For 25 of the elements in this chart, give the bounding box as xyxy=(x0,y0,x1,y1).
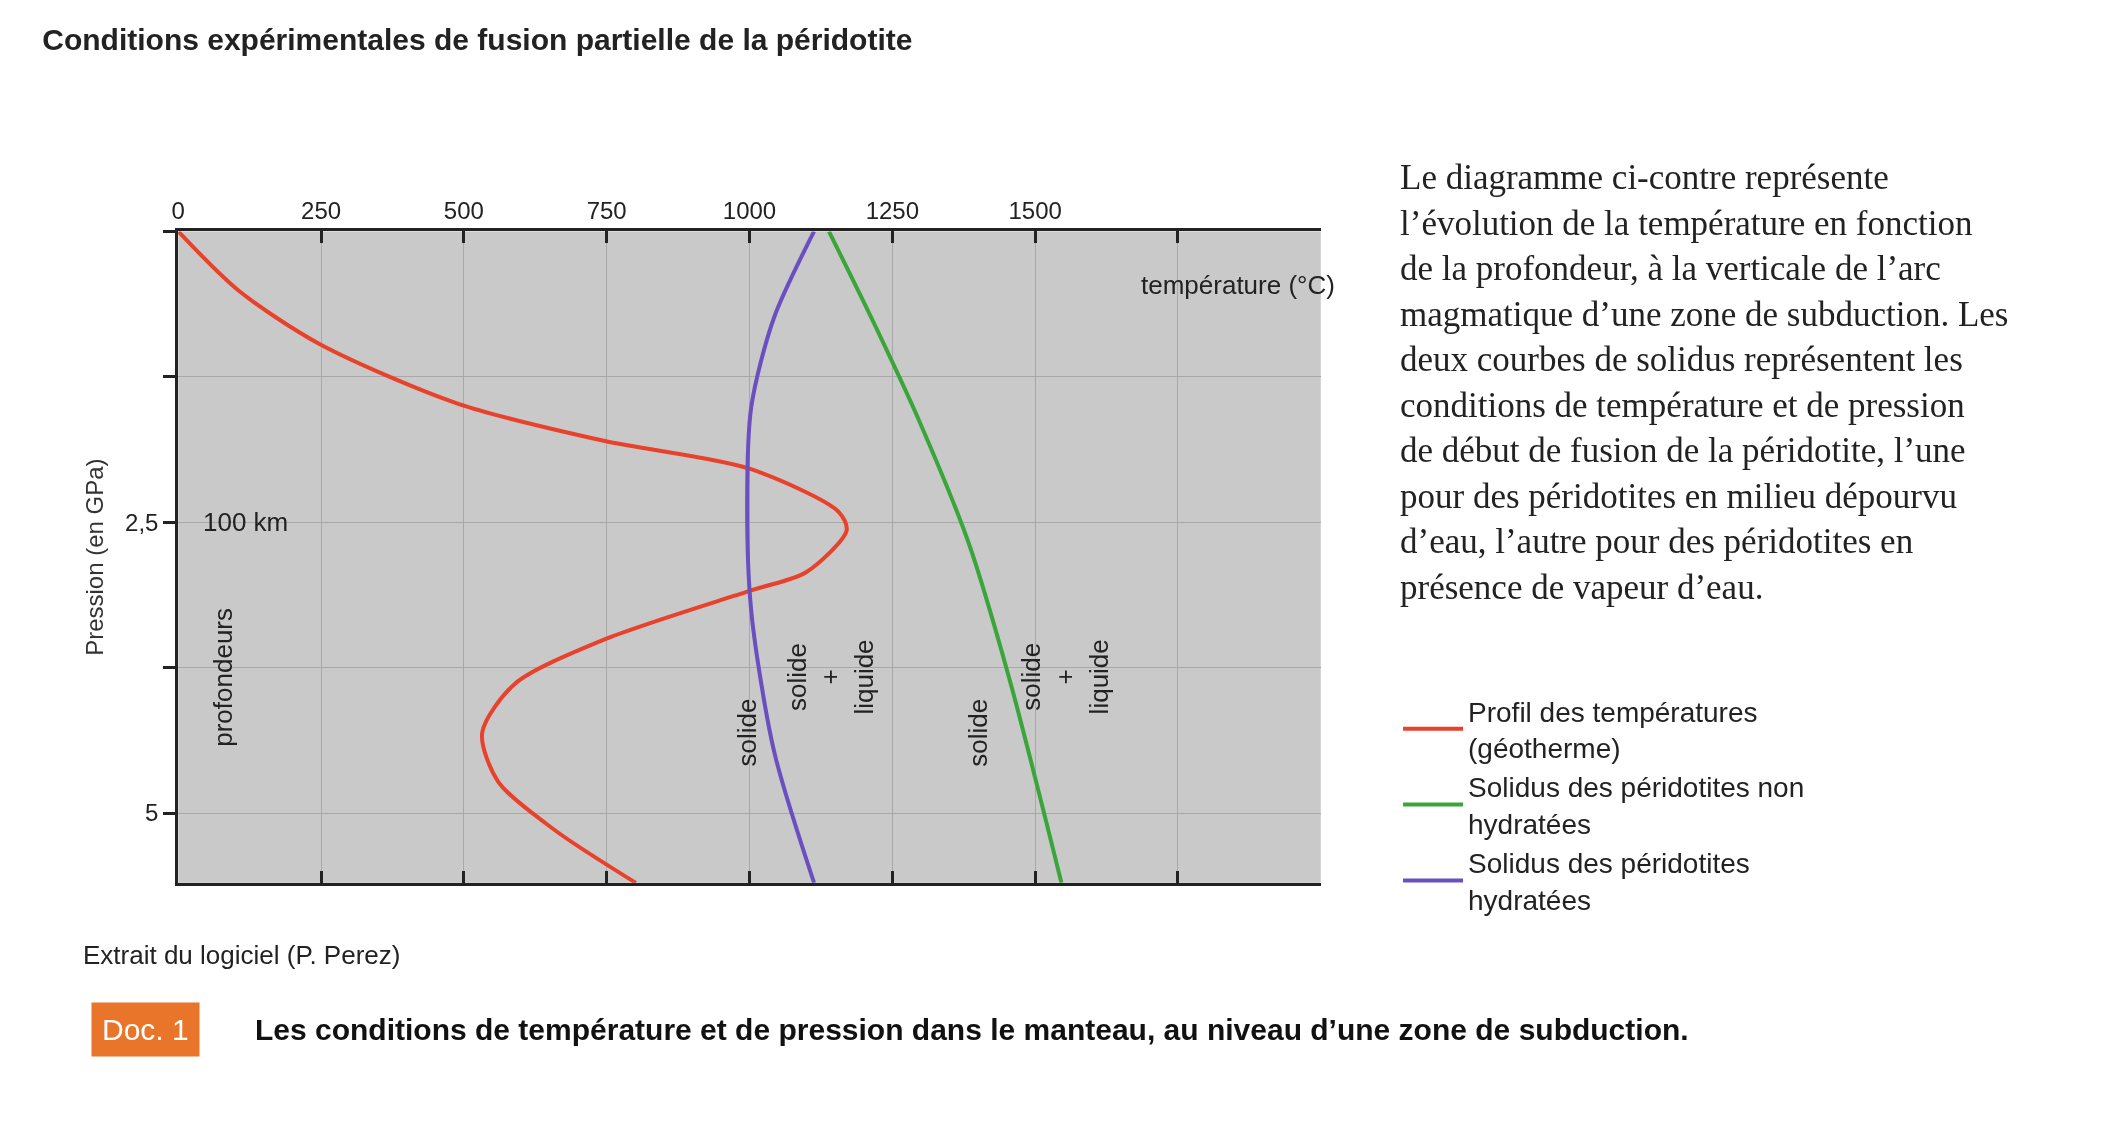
x-axis-title: température (°C) xyxy=(1141,270,1335,300)
annotation: solide xyxy=(731,698,762,767)
annotation: solide + liquide xyxy=(1016,639,1115,715)
y-tick-label: 5 xyxy=(145,799,159,827)
legend-label: Solidus des péridotites hydratées xyxy=(1468,848,1750,916)
y-axis-title: Pression (en GPa) xyxy=(81,458,109,656)
x-tick-label: 750 xyxy=(586,196,627,224)
annotation: 100 km xyxy=(203,507,289,537)
chart-title: Conditions expérimentales de fusion partielle de la péridotite xyxy=(42,22,913,56)
y-tick-label: 2,5 xyxy=(125,508,159,536)
x-tick-label: 500 xyxy=(443,196,484,224)
x-tick-label: 1500 xyxy=(1008,196,1062,224)
annotation: solide + liquide xyxy=(781,639,880,715)
text: Le diagramme ci-contre représente l’évolution de la température en fonction de la profondeur, à la verticale de l’arc magmatique d’une zone de subduction. Les deux courbes de solidus représentent les conditions de température et de pression de début de fusion de la péridotite, l’une pour des péridotites en milieu dépourvu d’eau, l’autre pour des péridotites en présence de vapeur d’eau. xyxy=(1400,158,2009,607)
x-tick-label: 0 xyxy=(171,196,185,224)
text: Extrait du logiciel (P. Perez) xyxy=(83,940,401,970)
x-tick-label: 1000 xyxy=(722,196,777,224)
text: Doc. 1 xyxy=(102,1013,189,1046)
x-tick-label: 1250 xyxy=(865,196,920,224)
annotation: profondeurs xyxy=(207,607,238,747)
legend-label: Solidus des péridotites non hydratées xyxy=(1468,772,1805,840)
text: Les conditions de température et de pression dans le manteau, au niveau d’une zone de subduction. xyxy=(255,1013,1689,1046)
legend-label: Profil des températures (géotherme) xyxy=(1468,696,1758,764)
annotation: solide xyxy=(963,698,994,767)
x-tick-label: 250 xyxy=(301,196,342,224)
